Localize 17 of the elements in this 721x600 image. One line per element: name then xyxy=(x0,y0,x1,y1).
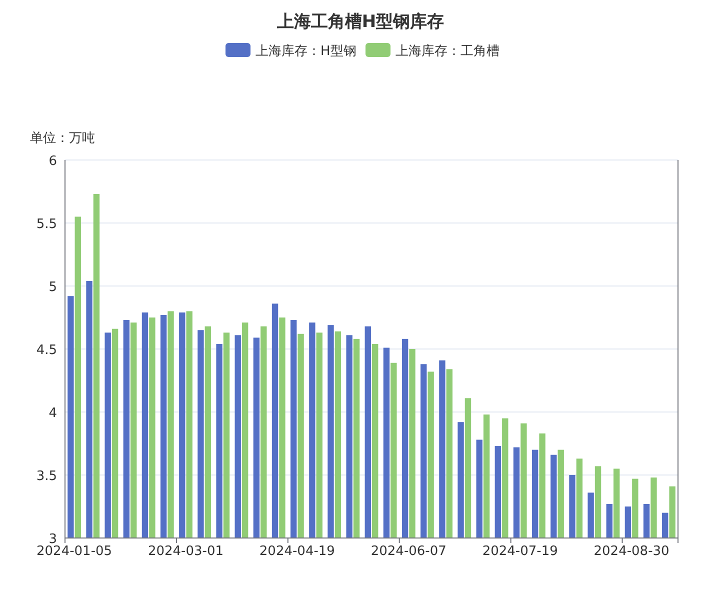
legend-label: 上海库存：工角槽 xyxy=(396,44,500,59)
legend-label: 上海库存：H型钢 xyxy=(256,44,356,59)
y-tick-label: 6 xyxy=(48,154,57,169)
x-tick-label: 2024-03-01 xyxy=(148,544,224,559)
y-tick-label: 4 xyxy=(48,406,57,421)
y-tick-label: 3.5 xyxy=(36,469,57,484)
chart-title: 上海工角槽H型钢库存 xyxy=(276,12,444,32)
x-tick-label: 2024-01-05 xyxy=(36,544,112,559)
y-tick-label: 5 xyxy=(48,280,57,295)
x-tick-label: 2024-07-19 xyxy=(482,544,558,559)
y-tick-label: 3 xyxy=(48,532,57,547)
x-tick-label: 2024-04-19 xyxy=(259,544,335,559)
y-tick-label: 5.5 xyxy=(36,217,57,232)
x-tick-label: 2024-08-30 xyxy=(594,544,670,559)
y-axis-title: 单位：万吨 xyxy=(30,131,95,146)
x-tick-label: 2024-06-07 xyxy=(370,544,446,559)
y-tick-label: 4.5 xyxy=(36,343,57,358)
